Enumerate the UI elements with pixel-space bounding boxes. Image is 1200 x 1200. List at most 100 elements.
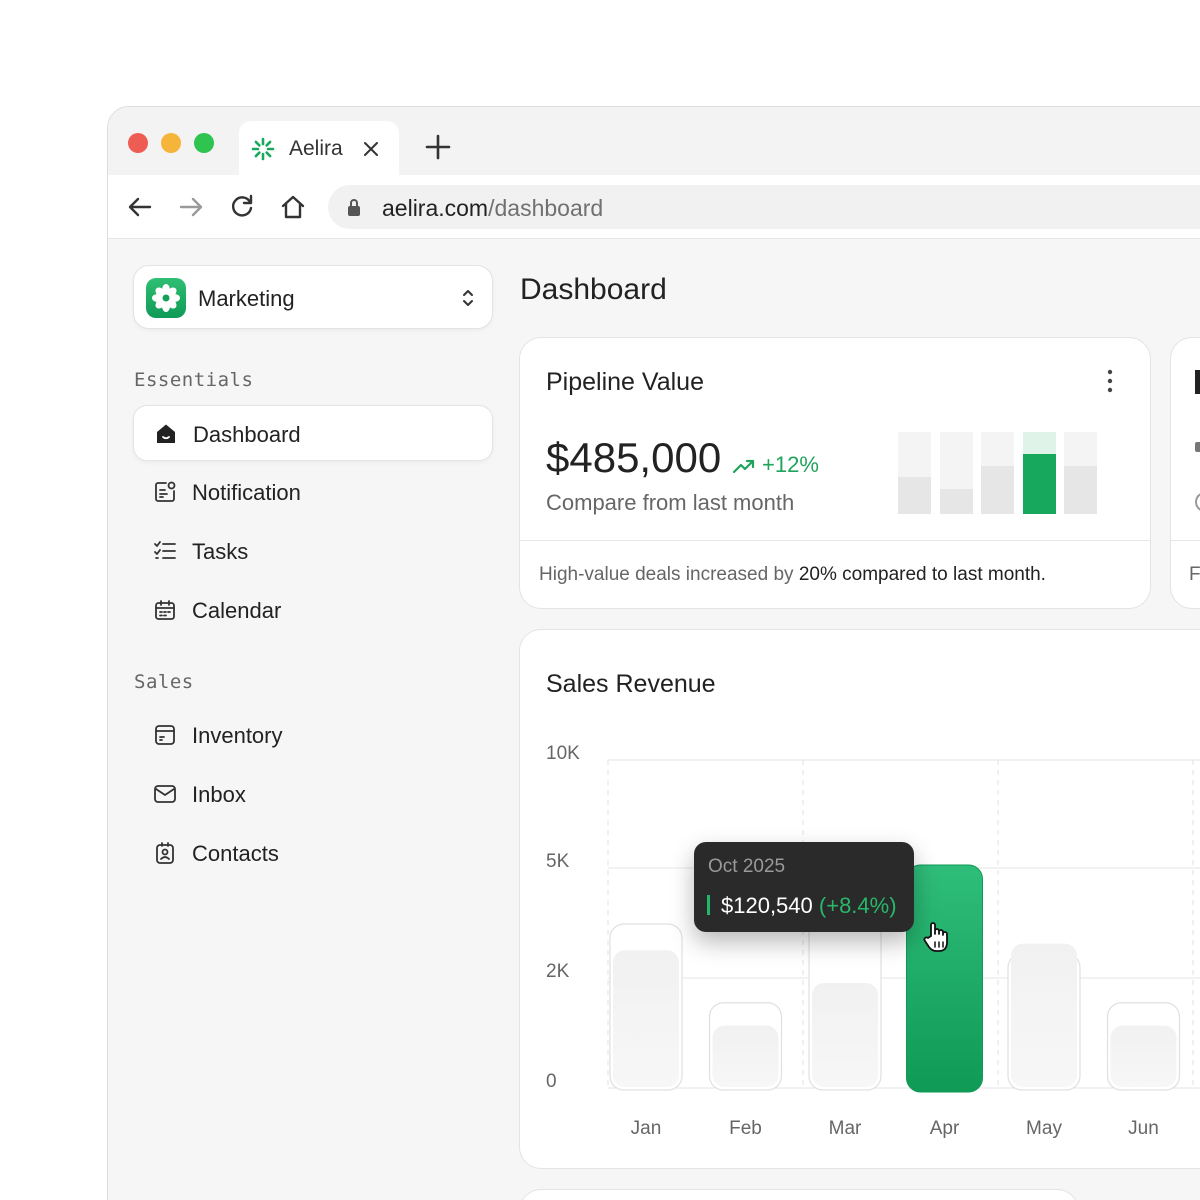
mini-bar-fill [1022,454,1056,514]
clipped-title-glyph [1195,370,1200,394]
x-tick-label: Jan [631,1118,662,1139]
y-tick-label: 0 [546,1071,557,1092]
pipeline-change: +12% [732,452,819,478]
sidebar-section-sales: Sales [134,671,194,693]
sidebar-item-dashboard[interactable]: Dashboard [133,405,493,461]
favicon-sunburst-icon [251,137,275,161]
sidebar-item-label: Inbox [192,782,246,807]
tooltip-change: (+8.4%) [818,893,897,918]
pipeline-footnote: High-value deals increased by 20% compar… [539,564,1046,586]
pipeline-compare-label: Compare from last month [546,490,795,515]
bottom-card-peek [519,1189,1079,1200]
url-host: aelira.com [382,195,489,221]
hand-cursor-icon [923,922,948,952]
pipeline-mini-bars [898,432,1098,514]
url-path: /dashboard [488,195,604,221]
sidebar-item-label: Notification [192,480,301,505]
card-divider [1171,540,1200,541]
maximize-window-button[interactable] [194,133,214,153]
sidebar-item-label: Inventory [192,723,283,748]
mini-bar-fill [939,489,973,514]
minimize-window-button[interactable] [161,133,181,153]
tooltip-date: Oct 2025 [708,856,786,877]
x-tick-label: May [1026,1118,1062,1139]
footnote-highlight: 20% compared to last month. [798,564,1046,585]
lock-icon [348,199,360,216]
calendar-icon [155,600,175,620]
footnote-text: High-value deals increased by [539,564,794,585]
browser-window: Aelira [107,106,1200,1200]
sales-revenue-card: Sales Revenue 10K 5K 2K 0 Jan Feb Mar Apr May Jun… [519,629,1200,1169]
more-options-icon[interactable] [1100,368,1120,394]
mini-bar [1064,432,1097,514]
browser-tab[interactable]: Aelira [239,121,399,177]
close-icon[interactable] [359,137,383,161]
card-divider [520,540,1150,541]
pipeline-card-title: Pipeline Value [546,368,704,396]
mini-bar [939,432,973,514]
sidebar-item-notification[interactable]: Notification [133,464,493,520]
sidebar-item-inventory[interactable]: Inventory [133,707,493,763]
mini-bar [1022,432,1056,514]
bar-may [1011,943,1077,1087]
home-filled-icon [157,424,175,443]
address-bar[interactable]: aelira.com/dashboard [328,185,1200,229]
tab-title: Aelira [289,137,343,160]
workspace-switcher[interactable]: Marketing [133,265,493,329]
mini-bar-fill [898,477,931,514]
workspace-logo [146,278,186,318]
pipeline-value-card: Pipeline Value $485,000 +12% Compare fro… [519,337,1151,609]
flower-icon [152,284,180,312]
mini-bar [981,432,1014,514]
sidebar-item-label: Calendar [192,598,282,623]
tooltip-value: $120,540 (+8.4%) [721,893,897,919]
tooltip-amount: $120,540 [721,893,813,918]
sidebar-section-essentials: Essentials [134,369,254,391]
sidebar-item-tasks[interactable]: Tasks [133,523,493,579]
clipped-label-glyph [1195,492,1200,512]
browser-toolbar: aelira.com/dashboard [108,175,1200,239]
tooltip-marker [707,895,710,915]
sidebar-item-calendar[interactable]: Calendar [133,582,493,638]
revenue-card-title: Sales Revenue [546,670,716,698]
x-tick-label: Apr [930,1118,960,1139]
task-list-icon [154,541,176,559]
mini-bar-fill [981,466,1014,514]
sidebar-item-inbox[interactable]: Inbox [133,766,493,822]
bar-mar [812,983,878,1087]
x-tick-label: Feb [729,1118,762,1139]
mini-bar [898,432,931,514]
notification-icon [155,481,176,502]
contact-badge-icon [156,842,174,864]
bar-jun [1110,1025,1177,1087]
workspace-name: Marketing [198,286,295,311]
sidebar-item-label: Tasks [192,539,249,564]
sidebar-item-label: Contacts [192,841,279,866]
home-icon[interactable] [279,193,307,221]
sidebar-item-label: Dashboard [193,422,301,447]
url-text: aelira.com/dashboard [382,195,603,222]
bar-jan [613,950,679,1087]
pipeline-value: $485,000 [546,434,722,481]
plus-icon[interactable] [424,133,452,161]
chart-tooltip: Oct 2025 $120,540 (+8.4%) [694,842,914,932]
browser-titlebar: Aelira [108,107,1200,177]
envelope-icon [154,785,176,803]
sidebar-item-contacts[interactable]: Contacts [133,825,493,881]
clipped-value-glyph [1195,442,1200,452]
app-content: Marketing Essentials Dashboard [108,239,1200,1200]
back-arrow-icon[interactable] [126,193,154,221]
close-window-button[interactable] [128,133,148,153]
page-title: Dashboard [520,273,667,306]
chevron-up-down-icon [463,290,473,306]
bar-apr [906,864,983,1093]
y-tick-label: 2K [546,961,570,982]
forward-arrow-icon[interactable] [177,193,205,221]
secondary-stat-card: F [1170,337,1200,609]
x-tick-label: Jun [1128,1118,1159,1139]
bar-feb [712,1025,779,1087]
clipped-footnote: F [1189,564,1200,585]
inventory-icon [155,725,175,745]
reload-icon[interactable] [228,193,256,221]
y-tick-label: 5K [546,851,570,872]
